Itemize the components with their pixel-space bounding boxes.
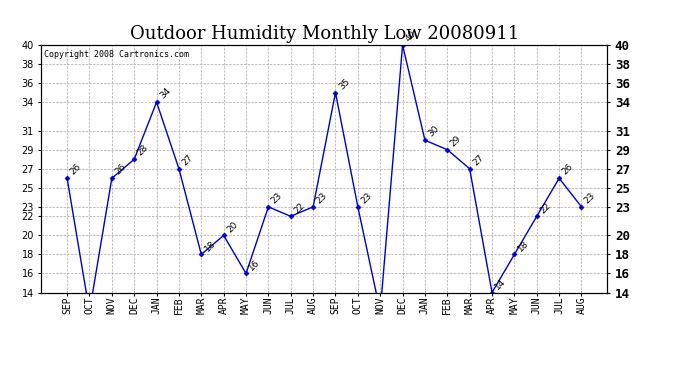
Text: 40: 40	[404, 29, 418, 44]
Text: 12: 12	[0, 374, 1, 375]
Text: 23: 23	[315, 191, 329, 206]
Text: 34: 34	[158, 86, 172, 101]
Text: 22: 22	[538, 201, 553, 215]
Text: 23: 23	[270, 191, 284, 206]
Text: 18: 18	[516, 238, 531, 253]
Text: 16: 16	[248, 258, 262, 272]
Text: 27: 27	[180, 153, 195, 167]
Text: 22: 22	[292, 201, 306, 215]
Text: 29: 29	[448, 134, 463, 148]
Text: 23: 23	[359, 191, 374, 206]
Text: 26: 26	[68, 162, 83, 177]
Title: Outdoor Humidity Monthly Low 20080911: Outdoor Humidity Monthly Low 20080911	[130, 26, 519, 44]
Text: Copyright 2008 Cartronics.com: Copyright 2008 Cartronics.com	[44, 50, 189, 59]
Text: 30: 30	[426, 124, 441, 139]
Text: 26: 26	[113, 162, 128, 177]
Text: 14: 14	[493, 277, 508, 291]
Text: 27: 27	[471, 153, 486, 167]
Text: 12: 12	[0, 374, 1, 375]
Text: 18: 18	[203, 238, 217, 253]
Text: 35: 35	[337, 77, 351, 91]
Text: 23: 23	[583, 191, 598, 206]
Text: 20: 20	[225, 220, 239, 234]
Text: 26: 26	[560, 162, 575, 177]
Text: 28: 28	[136, 143, 150, 158]
